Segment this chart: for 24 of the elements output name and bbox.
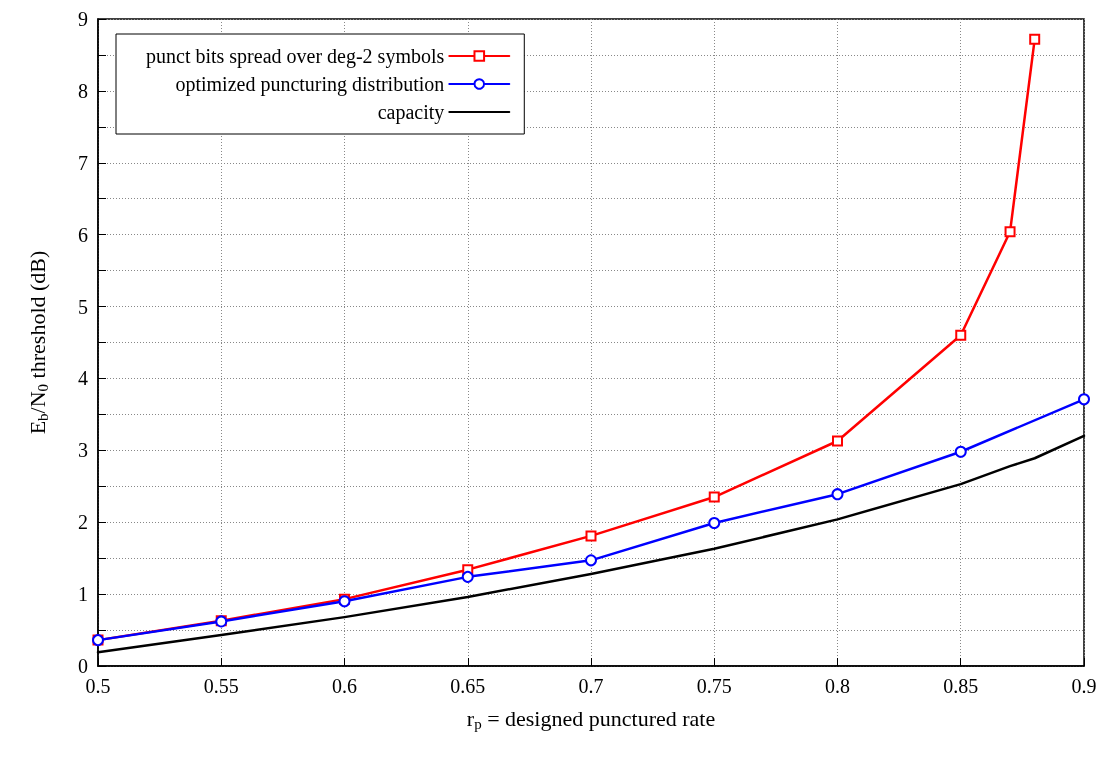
y-axis-title: Eb/N0 threshold (dB) xyxy=(25,250,51,435)
x-tick-label: 0.8 xyxy=(825,675,850,697)
x-axis-title: rp = designed punctured rate xyxy=(466,706,716,732)
y-tick-label: 0 xyxy=(78,655,88,677)
x-tick-label: 0.7 xyxy=(578,675,604,697)
x-tick-label: 0.6 xyxy=(332,675,357,697)
y-tick-label: 5 xyxy=(78,295,88,318)
legend-label: optimized puncturing distribution xyxy=(175,73,445,96)
x-tick-label: 0.65 xyxy=(450,675,486,697)
x-tick-label: 0.5 xyxy=(85,675,111,697)
y-tick-label: 8 xyxy=(78,79,88,102)
y-tick-label: 4 xyxy=(78,367,88,390)
y-tick-label: 6 xyxy=(78,223,88,246)
y-tick-label: 7 xyxy=(78,151,88,174)
x-tick-label: 0.75 xyxy=(696,675,732,697)
legend-label: capacity xyxy=(377,101,445,124)
x-tick-label: 0.9 xyxy=(1071,675,1097,697)
x-tick-label: 0.85 xyxy=(943,675,979,697)
y-tick-label: 3 xyxy=(78,439,88,462)
legend-label: punct bits spread over deg-2 symbols xyxy=(146,45,445,68)
y-tick-label: 9 xyxy=(78,8,88,30)
y-tick-label: 2 xyxy=(78,511,88,534)
y-tick-label: 1 xyxy=(78,583,88,606)
x-tick-label: 0.55 xyxy=(203,675,239,697)
